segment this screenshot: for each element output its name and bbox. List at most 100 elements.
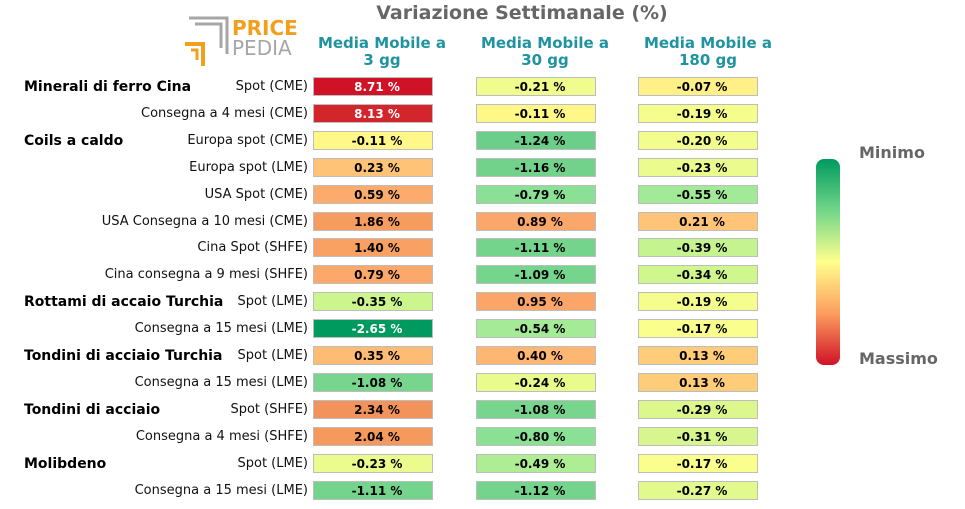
heat-cell: -0.80 % <box>476 426 596 446</box>
cell-value: -0.55 % <box>676 187 728 202</box>
heat-cell: -1.24 % <box>476 130 596 150</box>
group-label: Minerali di ferro Cina <box>24 79 192 95</box>
cell-value: 0.23 % <box>354 160 400 175</box>
heat-cell: -0.23 % <box>638 157 758 177</box>
heat-cell: 0.21 % <box>638 211 758 231</box>
color-scale-bar <box>816 159 840 365</box>
cell-value: 2.34 % <box>354 402 400 417</box>
cell-value: -0.07 % <box>676 80 728 94</box>
row-label: Spot (SHFE) <box>230 401 308 417</box>
cell-value: -0.21 % <box>514 80 566 94</box>
row-label: Spot (LME) <box>237 348 308 363</box>
cell-value: 0.59 % <box>354 187 400 202</box>
cell-value: -0.19 % <box>676 106 728 121</box>
cell-value: -0.80 % <box>514 429 566 444</box>
heat-cell: -0.07 % <box>638 77 758 96</box>
heat-cell: -0.20 % <box>638 130 758 150</box>
heat-cell: -1.16 % <box>476 157 596 177</box>
heat-cell: -1.11 % <box>476 238 596 258</box>
heat-cell: -1.11 % <box>313 480 433 500</box>
heat-cell: -0.23 % <box>313 453 433 473</box>
cell-value: -1.11 % <box>351 483 403 498</box>
cell-value: 8.13 % <box>354 106 400 121</box>
heat-cell: -0.49 % <box>476 453 596 473</box>
cell-value: 1.40 % <box>354 241 400 256</box>
chart-title: Variazione Settimanale (%) <box>376 2 668 24</box>
cell-value: -1.08 % <box>351 375 403 390</box>
column-header: Media Mobile a 180 gg <box>643 34 773 69</box>
cell-value: 0.35 % <box>354 349 400 363</box>
heat-cell: -0.34 % <box>638 265 758 285</box>
cell-value: 0.95 % <box>517 295 563 310</box>
row-label: Consegna a 15 mesi (LME) <box>134 374 308 390</box>
heat-cell: 8.13 % <box>313 103 433 123</box>
row-label: Spot (CME) <box>235 79 308 94</box>
cell-value: -0.34 % <box>676 268 728 283</box>
heat-cell: -1.08 % <box>476 399 596 419</box>
heat-cell: 0.35 % <box>313 346 433 365</box>
cell-value: 0.79 % <box>354 268 400 283</box>
cell-value: 0.89 % <box>517 214 563 229</box>
row-label: Consegna a 4 mesi (CME) <box>141 105 308 121</box>
group-label: Tondini di acciaio Turchia <box>24 348 223 364</box>
heat-cell: 0.13 % <box>638 346 758 365</box>
cell-value: 0.13 % <box>679 375 725 390</box>
row-label: Europa spot (LME) <box>189 159 308 175</box>
heat-cell: 1.40 % <box>313 238 433 258</box>
heat-cell: 1.86 % <box>313 211 433 231</box>
heat-cell: 0.89 % <box>476 211 596 231</box>
heat-cell: -0.19 % <box>638 103 758 123</box>
group-label: Molibdeno <box>24 455 107 472</box>
cell-value: -1.08 % <box>514 402 566 417</box>
cell-value: 2.04 % <box>354 429 400 444</box>
cell-value: -0.20 % <box>676 133 728 148</box>
cell-value: -0.54 % <box>514 322 566 337</box>
heat-cell: -0.31 % <box>638 426 758 446</box>
cell-value: -0.23 % <box>351 456 403 471</box>
cell-value: -1.24 % <box>514 133 566 148</box>
heat-cell: 0.79 % <box>313 265 433 285</box>
row-label: Spot (LME) <box>237 455 308 471</box>
cell-value: 0.21 % <box>679 214 725 229</box>
heat-cell: -0.35 % <box>313 292 433 312</box>
heat-cell: -0.11 % <box>476 103 596 123</box>
heat-cell: 0.23 % <box>313 157 433 177</box>
heat-cell: -0.54 % <box>476 319 596 339</box>
cell-value: -0.31 % <box>676 429 728 444</box>
cell-value: -0.23 % <box>676 160 728 175</box>
column-header: Media Mobile a 3 gg <box>317 34 447 69</box>
cell-value: -1.11 % <box>514 241 566 256</box>
heat-cell: -0.19 % <box>638 292 758 312</box>
cell-value: -0.17 % <box>676 322 728 337</box>
row-label: USA Spot (CME) <box>204 186 308 202</box>
legend-min-label: Minimo <box>859 143 925 162</box>
cell-value: -0.27 % <box>676 483 728 498</box>
cell-value: 0.13 % <box>679 349 725 363</box>
heat-cell: -0.11 % <box>313 130 433 150</box>
row-label: Cina Spot (SHFE) <box>197 240 308 256</box>
cell-value: -0.29 % <box>676 402 728 417</box>
heat-cell: 2.04 % <box>313 426 433 446</box>
row-label: Spot (LME) <box>237 294 308 310</box>
cell-value: -1.09 % <box>514 268 566 283</box>
cell-value: -0.19 % <box>676 295 728 310</box>
cell-value: -0.11 % <box>351 133 403 148</box>
cell-value: -0.35 % <box>351 295 403 310</box>
heat-cell: 0.95 % <box>476 292 596 312</box>
logo-mark-icon <box>185 16 229 66</box>
cell-value: -0.39 % <box>676 241 728 256</box>
cell-value: -0.24 % <box>514 375 566 390</box>
heat-cell: -0.27 % <box>638 480 758 500</box>
cell-value: -1.16 % <box>514 160 566 175</box>
heat-cell: -0.21 % <box>476 77 596 96</box>
heat-cell: -0.24 % <box>476 372 596 392</box>
heat-cell: 8.71 % <box>313 77 433 96</box>
heat-cell: 0.13 % <box>638 372 758 392</box>
heat-cell: 2.34 % <box>313 399 433 419</box>
heat-cell: -0.17 % <box>638 453 758 473</box>
legend-max-label: Massimo <box>859 349 938 368</box>
cell-value: -0.49 % <box>514 456 566 471</box>
heat-cell: -1.09 % <box>476 265 596 285</box>
row-label: Consegna a 15 mesi (LME) <box>134 482 308 498</box>
